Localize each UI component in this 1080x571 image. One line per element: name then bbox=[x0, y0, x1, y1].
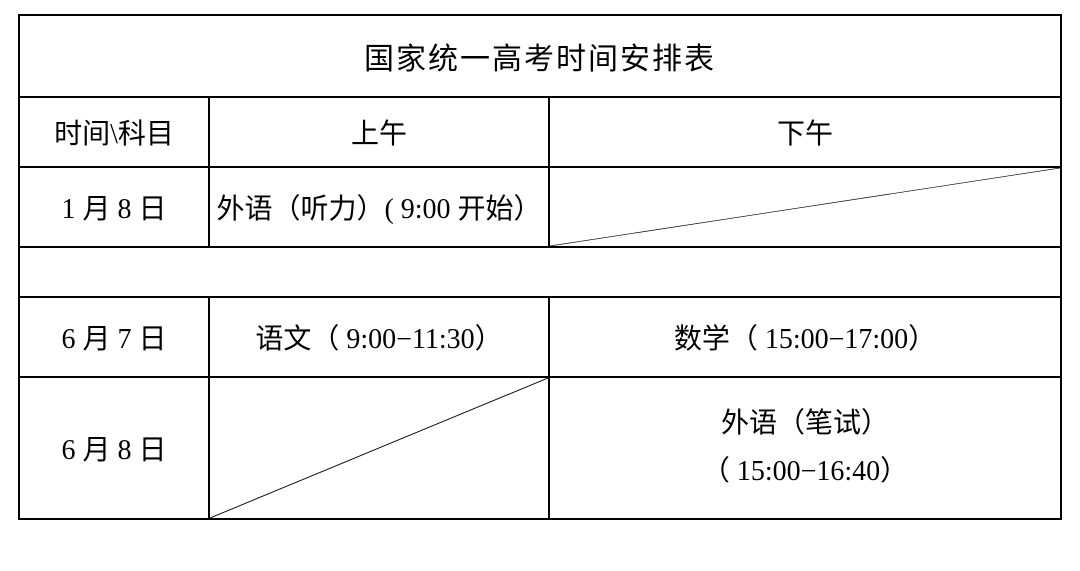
cell-am-jan8: 外语（听力）( 9:00 开始） bbox=[209, 167, 549, 247]
cell-pm-jun8: 外语（笔试） （ 15:00−16:40） bbox=[549, 377, 1061, 519]
cell-date-jun7: 6 月 7 日 bbox=[19, 297, 209, 377]
cell-am-jun7: 语文（ 9:00−11:30） bbox=[209, 297, 549, 377]
spacer-cell bbox=[19, 247, 1061, 297]
row-jun7: 6 月 7 日 语文（ 9:00−11:30） 数学（ 15:00−17:00） bbox=[19, 297, 1061, 377]
diagonal-line-icon bbox=[550, 168, 1060, 246]
table-title: 国家统一高考时间安排表 bbox=[19, 15, 1061, 97]
cell-am-jun8-diagonal bbox=[209, 377, 549, 519]
cell-pm-jun8-line2: （ 15:00−16:40） bbox=[550, 448, 1060, 496]
cell-date-jun8: 6 月 8 日 bbox=[19, 377, 209, 519]
cell-pm-jun8-line1: 外语（笔试） bbox=[550, 400, 1060, 448]
cell-pm-jan8-diagonal bbox=[549, 167, 1061, 247]
col-header-am: 上午 bbox=[209, 97, 549, 167]
row-spacer bbox=[19, 247, 1061, 297]
row-jan8: 1 月 8 日 外语（听力）( 9:00 开始） bbox=[19, 167, 1061, 247]
cell-pm-jun7: 数学（ 15:00−17:00） bbox=[549, 297, 1061, 377]
schedule-table: 国家统一高考时间安排表 时间\科目 上午 下午 1 月 8 日 外语（听力）( … bbox=[18, 14, 1062, 520]
page: 国家统一高考时间安排表 时间\科目 上午 下午 1 月 8 日 外语（听力）( … bbox=[0, 0, 1080, 571]
title-row: 国家统一高考时间安排表 bbox=[19, 15, 1061, 97]
diagonal-line-icon bbox=[210, 378, 548, 518]
col-header-date: 时间\科目 bbox=[19, 97, 209, 167]
col-header-pm: 下午 bbox=[549, 97, 1061, 167]
cell-pm-jun8-content: 外语（笔试） （ 15:00−16:40） bbox=[550, 400, 1060, 495]
header-row: 时间\科目 上午 下午 bbox=[19, 97, 1061, 167]
cell-date-jan8: 1 月 8 日 bbox=[19, 167, 209, 247]
row-jun8: 6 月 8 日 外语（笔试） （ 15:00−16:40） bbox=[19, 377, 1061, 519]
